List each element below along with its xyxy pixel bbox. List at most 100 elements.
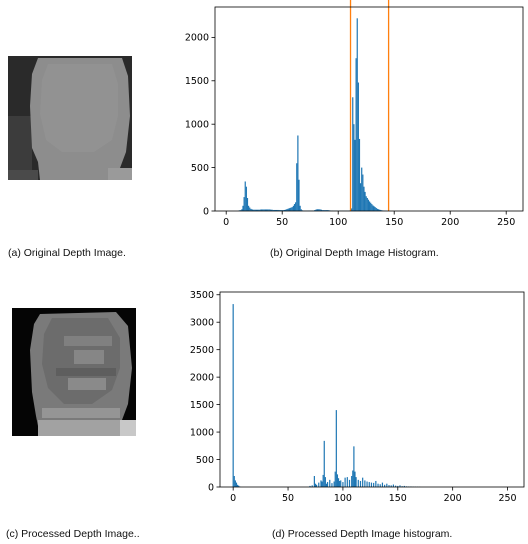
hist-d-bar [313,476,315,487]
hist-b-bar [357,82,359,212]
hist-d-bar [377,483,379,487]
hist-d-x-tick-label: 250 [498,493,516,504]
hist-d-bar [322,474,324,487]
hist-d-bar [359,480,362,487]
hist-b-bar [277,209,279,211]
hist-b-bar [255,209,258,211]
hist-b-bar [287,208,289,211]
hist-d-bar [354,471,356,487]
hist-b-bar [268,209,270,211]
hist-d-bar [324,477,326,487]
hist-b-bar [295,202,297,211]
hist-b-bar [364,191,366,211]
hist-d-bar [232,304,234,487]
hist-b-x-tick-label: 250 [497,217,515,228]
hist-b-bar [271,209,273,211]
hist-b-bar [288,208,290,211]
hist-b-bar [315,209,317,211]
hist-d-bar [384,484,386,487]
hist-b-bar [366,197,368,211]
hist-b-y-tick-label: 2000 [185,33,209,44]
hist-d-bar [370,482,373,487]
hist-b-bar [250,208,252,211]
hist-b-bar [249,207,251,211]
hist-d-bar [346,477,348,487]
hist-b-bar [327,210,329,211]
hist-b-bar [370,202,372,211]
hist-b-bar [242,205,244,211]
hist-d-bar [381,482,384,487]
hist-b-plot-frame [214,6,524,212]
hist-b-bar [365,196,367,211]
caption-c: (c) Processed Depth Image.. [6,528,140,540]
hist-b-bar [245,186,247,211]
hist-b-bar [316,209,318,211]
hist-b-y-tick-label: 1000 [185,119,209,130]
hist-d-y-tick-label: 0 [208,482,214,493]
hist-d-bar [309,485,311,487]
hist-d-bar [325,483,328,487]
hist-d-bar [235,482,238,487]
hist-d-bar [395,485,397,487]
hist-b-bar [371,204,373,211]
hist-b-bar [377,209,380,211]
hist-d-bar [311,485,313,487]
caption-b: (b) Original Depth Image Histogram. [270,247,439,259]
hist-b-bar [363,186,365,211]
hist-b-bar [267,209,269,211]
hist-d-bar [314,483,317,487]
hist-b-bar [300,209,302,211]
hist-b-bar [318,209,320,211]
hist-d-bar [336,474,339,487]
hist-b-bar [298,179,300,211]
hist-b-bar [248,205,250,211]
hist-d-x-tick-label: 0 [230,493,236,504]
hist-b-bar [368,201,371,211]
hist-b-bar [354,139,356,211]
hist-b-bar [270,209,272,211]
hist-b-bar [272,209,274,211]
hist-b-bar [261,209,263,211]
hist-d-bar [399,485,401,487]
hist-b-bar [279,210,281,211]
hist-d-bar [352,470,354,487]
hist-b-bar [375,207,377,211]
hist-d-x-tick-label: 50 [282,493,294,504]
hist-b-bar [376,208,378,211]
hist-d-plot-frame [219,291,525,488]
hist-b-bar [320,209,322,211]
hist-b-bar [265,209,268,211]
hist-b-bar [358,138,361,211]
hist-b-bar [362,174,364,211]
hist-b-bar [260,209,262,211]
hist-b-bar [278,209,280,211]
hist-b-bar [293,204,296,211]
hist-d-bar [401,486,403,487]
hist-b-bar [317,209,319,211]
hist-d-bar [334,471,336,487]
hist-d-bar [331,483,333,487]
hist-b-x-tick-label: 0 [223,217,229,228]
hist-d-bar [329,479,331,487]
hist-d-bar [362,477,364,487]
hist-d-bar [337,478,340,487]
hist-d-y-tick-label: 2500 [190,345,214,356]
hist-b-x-tick-label: 100 [329,217,347,228]
processed-histogram-chart: 0 50 100 150 200 2500500100015002000250030003… [190,290,525,504]
hist-b-bar [259,209,261,211]
hist-b-bar [246,197,249,211]
hist-b-bar [372,205,374,211]
original-depth-image [8,56,132,180]
hist-b-bar [258,209,260,211]
caption-d: (d) Processed Depth Image histogram. [272,528,453,540]
hist-d-bar [351,476,353,487]
hist-d-bar [379,484,381,487]
hist-d-bar [342,482,344,487]
hist-b-bar [273,209,275,211]
hist-d-bar [375,480,377,487]
hist-d-bar [320,480,322,487]
hist-b-bar [373,206,375,211]
hist-d-y-tick-label: 3000 [190,318,214,329]
hist-d-bar [348,479,351,487]
hist-d-bar [386,483,388,487]
